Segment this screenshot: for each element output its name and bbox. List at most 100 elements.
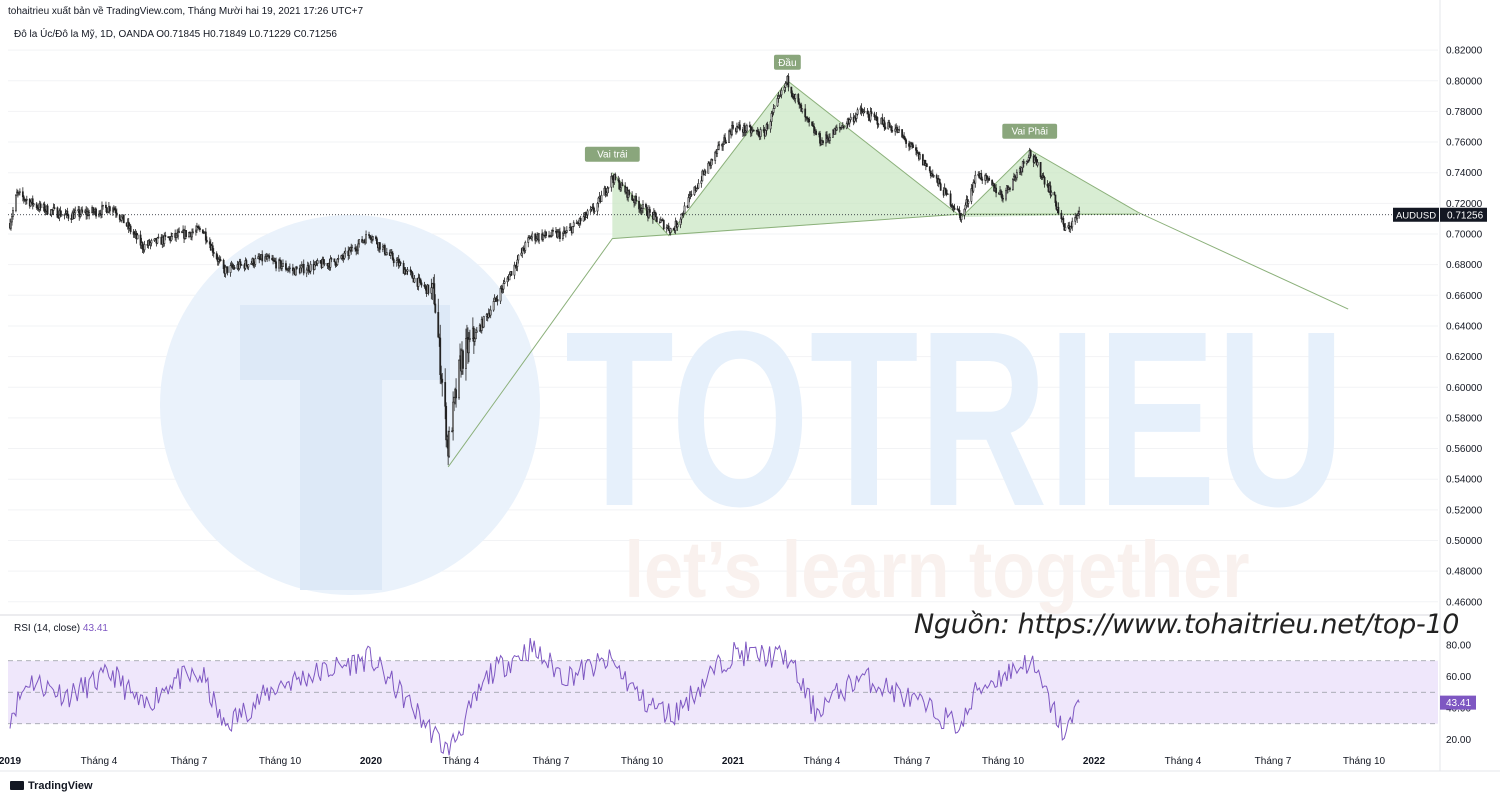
candle-body: [700, 180, 703, 184]
candle-body: [891, 130, 894, 132]
candle-body: [198, 227, 201, 231]
candle-body: [559, 231, 561, 239]
candle-body: [441, 378, 444, 383]
candle-body: [215, 253, 218, 260]
candle-body: [1025, 161, 1028, 164]
candle-body: [392, 259, 395, 264]
candle-body: [676, 224, 679, 228]
candle-body: [1002, 197, 1004, 200]
candle-body: [1029, 150, 1032, 157]
symbol-tag: AUDUSD: [1396, 210, 1436, 221]
candle-body: [10, 221, 12, 229]
price-tick-label: 0.50000: [1446, 536, 1483, 547]
candle-body: [835, 127, 838, 131]
candle-body: [245, 260, 248, 266]
rsi-legend[interactable]: RSI (14, close) 43.41: [14, 623, 108, 634]
candle-body: [944, 187, 947, 191]
candle-body: [769, 121, 772, 130]
candle-body: [898, 129, 901, 131]
candle-body: [845, 123, 848, 129]
candle-body: [309, 263, 312, 272]
candle-body: [964, 204, 967, 210]
candle-body: [538, 233, 541, 241]
candle-body: [849, 116, 852, 120]
candle-body: [745, 125, 748, 132]
candle-body: [776, 98, 779, 107]
candle-body: [1001, 193, 1003, 199]
rsi-value: 43.41: [82, 623, 108, 634]
candle-body: [667, 225, 670, 231]
candle-body: [465, 338, 467, 369]
candle-body: [877, 123, 880, 126]
candle-body: [455, 389, 457, 399]
candle-body: [1009, 187, 1011, 190]
candle-body: [156, 237, 159, 244]
candle-body: [231, 264, 234, 268]
price-tick-label: 0.66000: [1446, 291, 1483, 302]
candle-body: [811, 121, 814, 126]
candle-body: [348, 249, 351, 256]
candle-body: [499, 287, 502, 302]
price-tick-label: 0.70000: [1446, 230, 1483, 241]
candle-body: [1055, 202, 1058, 210]
candle-body: [801, 108, 804, 112]
candle-body: [239, 261, 242, 266]
candle-body: [343, 252, 346, 259]
candle-body: [787, 75, 790, 88]
candle-body: [191, 232, 193, 238]
candle-body: [444, 382, 447, 407]
candle-body: [305, 269, 308, 274]
candle-body: [74, 210, 77, 214]
time-tick-label: 2020: [360, 756, 383, 767]
candle-body: [439, 337, 442, 375]
watermark-t-bar: [240, 305, 450, 380]
time-tick-label: 2022: [1083, 756, 1106, 767]
candle-body: [240, 264, 243, 266]
rsi-line: [9, 638, 1080, 756]
candle-body: [510, 271, 513, 276]
candle-body: [448, 431, 451, 457]
candle-body: [108, 206, 111, 212]
candle-body: [641, 208, 643, 212]
candle-body: [95, 208, 97, 217]
candle-body: [890, 126, 893, 131]
head-area: [668, 80, 962, 236]
candle-body: [224, 266, 227, 275]
candle-body: [1064, 226, 1067, 231]
candle-body: [417, 277, 420, 287]
candle-body: [411, 272, 414, 279]
candle-body: [118, 214, 121, 220]
candle-body: [275, 261, 277, 269]
candle-body: [226, 266, 229, 273]
price-tick-label: 0.52000: [1446, 505, 1483, 516]
candle-body: [963, 208, 966, 216]
candle-body: [508, 274, 511, 281]
candle-body: [60, 214, 63, 217]
candle-body: [302, 263, 305, 274]
candle-body: [212, 252, 215, 254]
candle-body: [1039, 162, 1042, 178]
tradingview-logo[interactable]: TradingView: [10, 780, 93, 792]
candle-body: [233, 267, 236, 269]
symbol-ohlc-legend[interactable]: Đô la Úc/Đô la Mỹ, 1D, OANDA O0.71845 H0…: [14, 29, 337, 40]
candle-body: [254, 258, 257, 265]
candle-body: [527, 237, 530, 243]
price-tick-label: 0.76000: [1446, 138, 1483, 149]
candle-body: [73, 212, 76, 219]
candle-body: [458, 359, 460, 399]
candle-body: [413, 277, 416, 283]
candle-body: [707, 162, 710, 174]
candle-body: [1034, 156, 1037, 161]
time-tick-label: Tháng 7: [533, 756, 570, 767]
candle-body: [379, 242, 381, 250]
candle-body: [953, 207, 956, 210]
candle-body: [136, 234, 139, 240]
candle-body: [916, 150, 918, 154]
pattern-label: Vai Phải: [1011, 127, 1048, 138]
price-tick-label: 0.60000: [1446, 383, 1483, 394]
candle-body: [12, 210, 14, 217]
candle-body: [631, 194, 634, 201]
candle-body: [915, 147, 917, 151]
candle-body: [925, 163, 928, 167]
